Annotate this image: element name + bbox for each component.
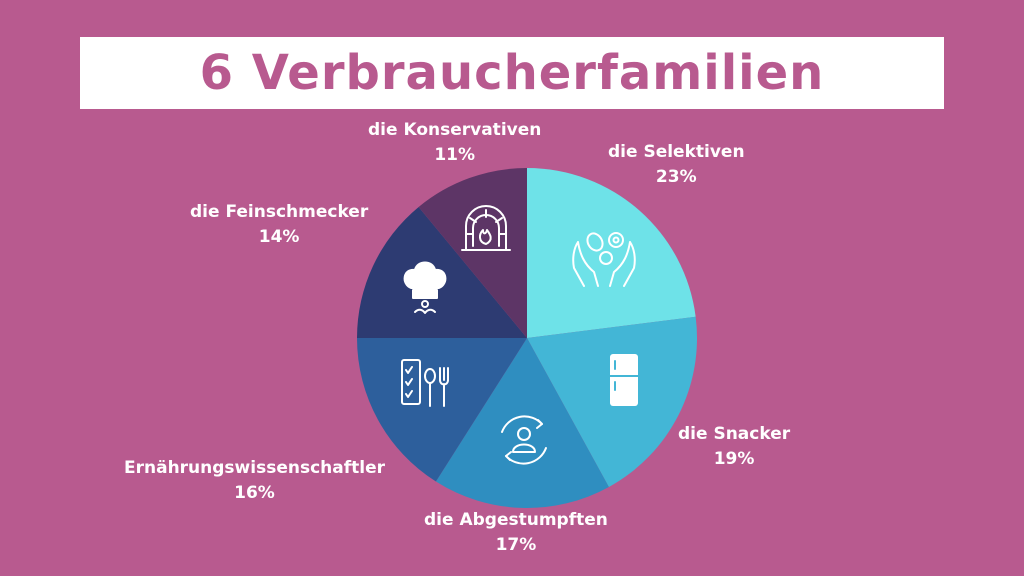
- slice-name: die Konservativen: [368, 120, 542, 140]
- checklist-cutlery-icon: [401, 359, 449, 407]
- slice-label-snacker: die Snacker 19%: [678, 422, 790, 472]
- slice-name: die Selektiven: [608, 142, 745, 162]
- slice-name: die Abgestumpften: [424, 510, 608, 530]
- slice-name: die Snacker: [678, 424, 791, 444]
- slice-label-feinschmecker: die Feinschmecker 14%: [190, 200, 368, 250]
- slice-label-selektiven: die Selektiven 23%: [608, 140, 745, 190]
- slice-value: 14%: [258, 227, 300, 247]
- pie-slice-2: [435, 338, 609, 509]
- pie-slice-3: [357, 338, 527, 482]
- slice-name: Ernährungswissenschaftler: [124, 458, 385, 478]
- slice-value: 17%: [495, 535, 537, 555]
- slice-label-konservativen: die Konservativen 11%: [368, 118, 541, 168]
- slice-value: 16%: [234, 483, 275, 503]
- pie-slices: [357, 168, 698, 509]
- slice-value: 19%: [713, 449, 755, 469]
- person-cycle-icon: [501, 415, 547, 465]
- fridge-icon: [609, 354, 639, 406]
- hands-produce-icon: [572, 232, 636, 287]
- slice-value: 23%: [655, 167, 697, 187]
- pie-slice-0: [527, 168, 696, 338]
- oven-fire-icon: [461, 205, 511, 251]
- slice-name: die Feinschmecker: [190, 202, 369, 222]
- slice-icons: [401, 205, 639, 465]
- slice-label-ernaehrungswissenschaftler: Ernährungswissenschaftler 16%: [124, 456, 385, 506]
- slice-value: 11%: [434, 145, 476, 165]
- slice-label-abgestumpften: die Abgestumpften 17%: [424, 508, 608, 558]
- title-banner: 6 Verbraucherfamilien: [80, 37, 944, 109]
- chef-hat-icon: [403, 261, 447, 314]
- chart-title: 6 Verbraucherfamilien: [199, 45, 825, 101]
